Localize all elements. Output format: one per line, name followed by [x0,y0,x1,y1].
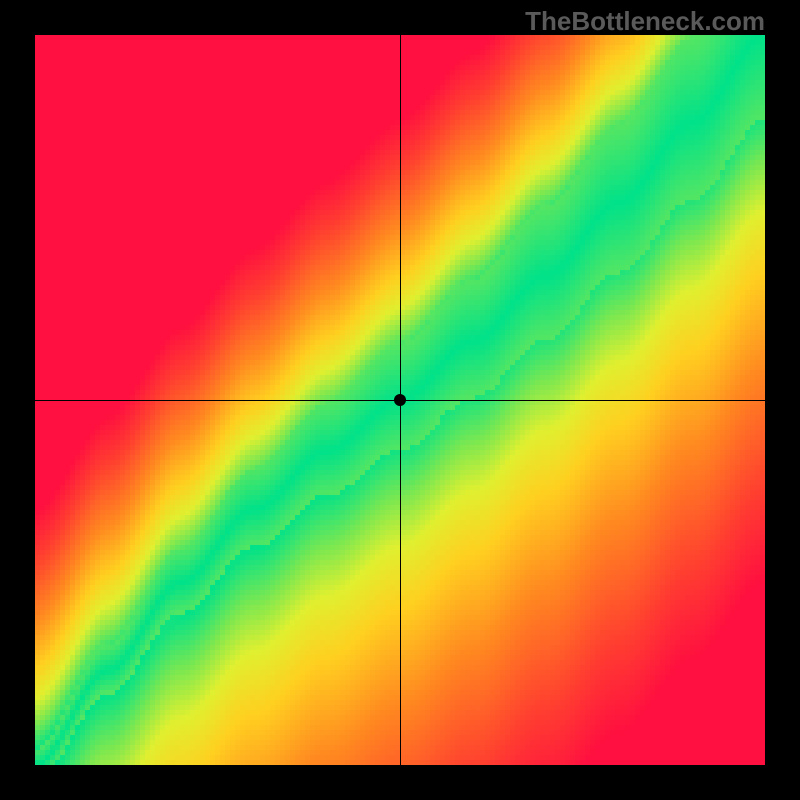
watermark-text: TheBottleneck.com [525,6,765,37]
chart-container: TheBottleneck.com [0,0,800,800]
marker-dot [394,394,406,406]
